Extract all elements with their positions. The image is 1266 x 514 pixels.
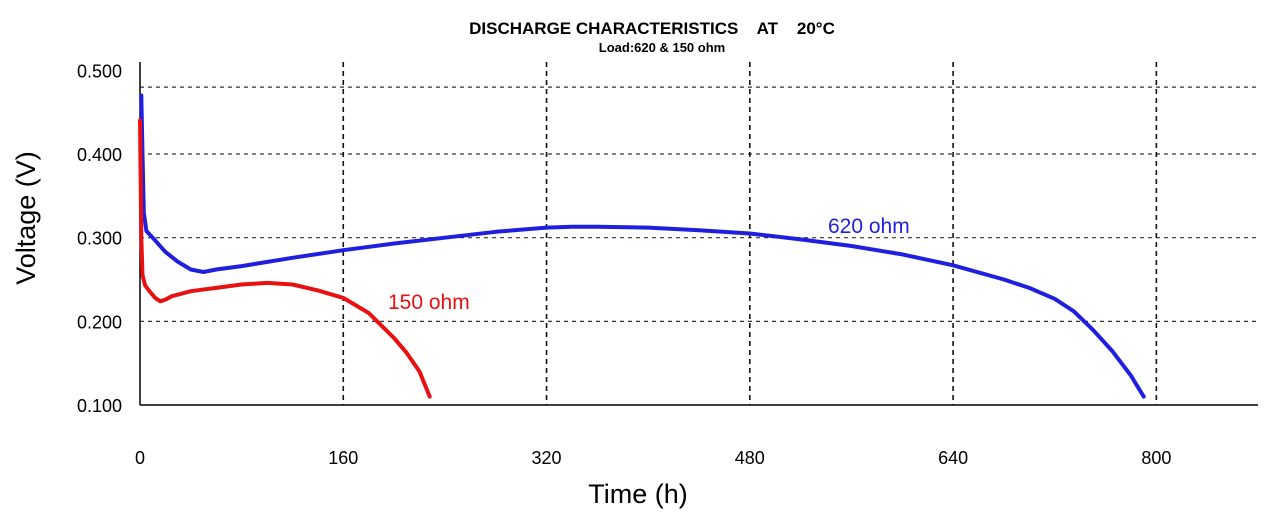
y-tick-label: 0.400 bbox=[77, 145, 122, 165]
y-tick-label: 0.500 bbox=[77, 61, 122, 81]
data-series bbox=[138, 93, 1146, 399]
chart-subtitle: Load:620 & 150 ohm bbox=[599, 40, 725, 55]
series-label-150-ohm: 150 ohm bbox=[388, 291, 470, 314]
y-tick-label: 0.200 bbox=[77, 312, 122, 332]
tick-labels: 0 160 320 480 640 800 0.100 0.200 0.300 0.400 0.50… bbox=[77, 61, 1171, 468]
x-tick-label: 160 bbox=[328, 448, 358, 468]
y-axis-label: Voltage (V) bbox=[11, 151, 41, 285]
chart-title: DISCHARGE CHARACTERISTICS AT 20°C bbox=[469, 19, 835, 38]
x-axis-label: Time (h) bbox=[588, 479, 688, 509]
x-tick-label: 320 bbox=[532, 448, 562, 468]
series-line-150-ohm bbox=[138, 118, 432, 399]
series-label-620-ohm: 620 ohm bbox=[828, 215, 910, 238]
axes bbox=[139, 62, 1258, 406]
x-tick-label: 640 bbox=[938, 448, 968, 468]
x-tick-label: 480 bbox=[735, 448, 765, 468]
series-line-620-ohm bbox=[139, 93, 1146, 399]
grid-lines bbox=[140, 62, 1258, 405]
x-tick-label: 0 bbox=[135, 448, 145, 468]
y-tick-label: 0.100 bbox=[77, 396, 122, 416]
y-tick-label: 0.300 bbox=[77, 229, 122, 249]
x-tick-label: 800 bbox=[1141, 448, 1171, 468]
